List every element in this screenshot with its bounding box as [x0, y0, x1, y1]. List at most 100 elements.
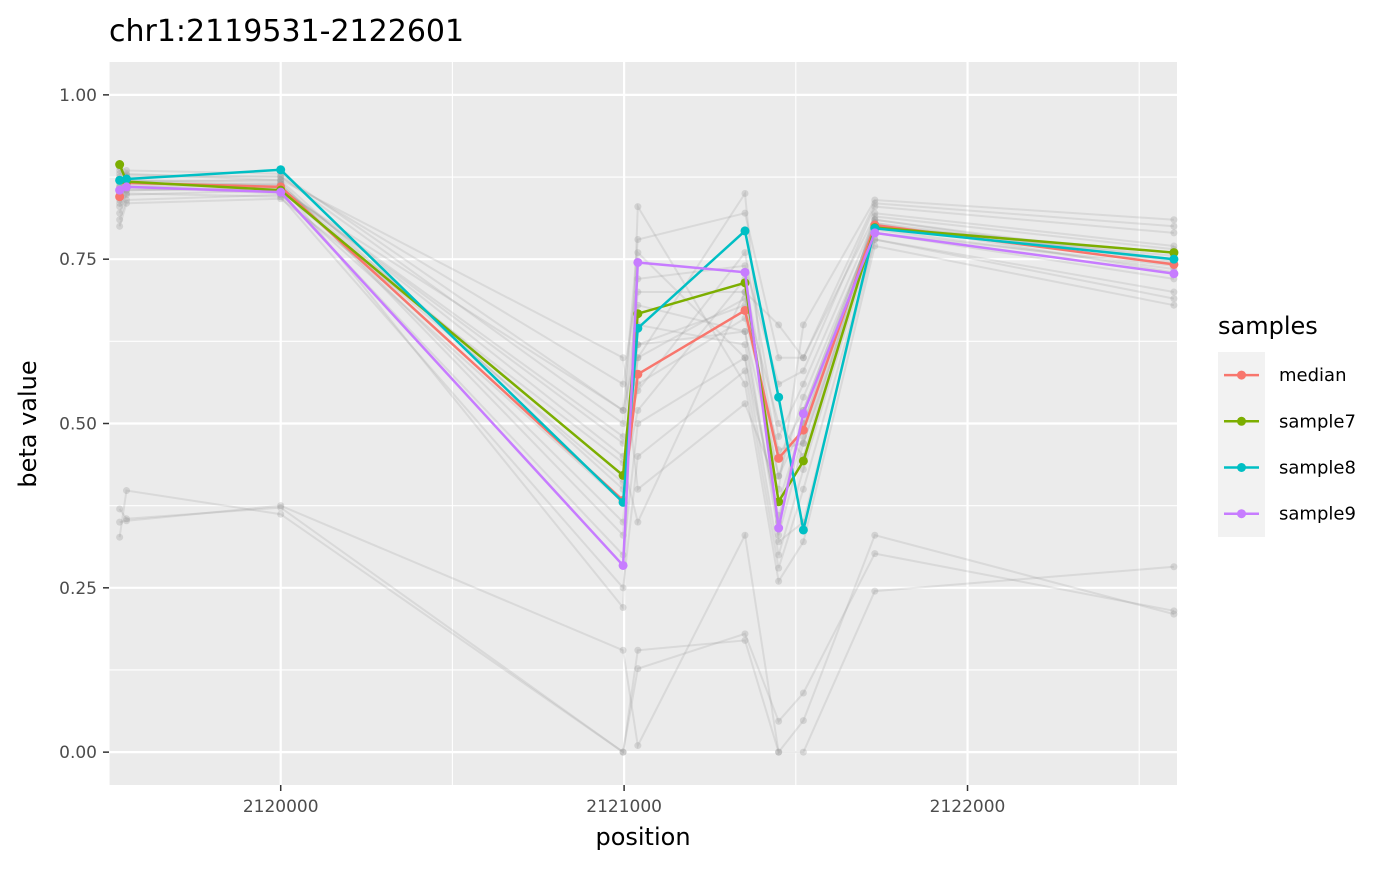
series-line-sample9: [119, 185, 1175, 569]
background-sample-point: [799, 439, 807, 447]
series-point-sample9: [798, 409, 808, 419]
background-sample-point: [799, 439, 807, 447]
series-point-sample9: [122, 182, 132, 192]
x-tick-label: 2121000: [586, 797, 662, 817]
background-sample-point: [116, 216, 124, 224]
series-line-sample7: [118, 164, 1175, 506]
background-sample-line: [118, 506, 1174, 754]
x-tick-label: 2120000: [243, 797, 319, 817]
background-sample-point: [619, 380, 627, 388]
background-sample-line: [118, 489, 1175, 754]
legend-key-background: [1218, 352, 1265, 537]
background-sample-point: [775, 577, 783, 585]
background-sample-point: [123, 189, 131, 197]
series-point-sample7: [798, 456, 808, 466]
background-sample-point: [123, 166, 131, 174]
background-sample-point: [775, 321, 783, 329]
series-point-sample9: [1169, 269, 1179, 279]
background-sample-point: [775, 748, 783, 756]
background-sample-point: [123, 487, 131, 495]
series-point-sample9: [633, 257, 643, 267]
background-sample-point: [123, 199, 131, 207]
background-sample-point: [619, 354, 627, 362]
background-sample-point: [116, 203, 124, 211]
background-sample-point: [619, 433, 627, 441]
background-sample-point: [741, 531, 749, 539]
y-tick-label: 1.00: [59, 86, 97, 106]
background-sample-line: [118, 197, 1175, 526]
background-sample-point: [619, 748, 627, 756]
background-sample-point: [871, 242, 879, 250]
major-gridlines: [109, 62, 1177, 785]
background-sample-point: [799, 380, 807, 388]
background-sample-point: [775, 420, 783, 427]
background-sample-line: [119, 176, 1174, 386]
background-sample-point: [741, 636, 749, 644]
legend-key-point: [1237, 509, 1246, 519]
background-sample-point: [741, 354, 749, 362]
background-sample-point: [775, 551, 783, 559]
background-sample-point: [277, 172, 285, 180]
background-sample-point: [634, 420, 642, 427]
series-point-sample9: [774, 523, 784, 533]
background-sample-point: [741, 354, 749, 362]
background-sample-point: [123, 191, 131, 199]
background-sample-point: [116, 505, 124, 513]
background-sample-point: [619, 584, 627, 592]
x-axis: 2120000 2121000 2122000: [243, 785, 1005, 817]
background-sample-point: [619, 420, 627, 427]
background-sample-point: [277, 502, 285, 510]
background-sample-point: [634, 646, 642, 654]
series-point-sample7: [115, 160, 125, 170]
series-point-sample7: [1169, 248, 1179, 258]
background-sample-point: [619, 646, 627, 654]
background-sample-point: [775, 717, 783, 725]
background-sample-line: [119, 176, 1175, 538]
legend-label: median: [1279, 365, 1346, 386]
y-tick-label: 0.50: [59, 415, 97, 435]
background-sample-point: [775, 531, 783, 539]
background-sample-point: [741, 380, 749, 388]
background-sample-point: [277, 504, 285, 512]
background-sample-point: [871, 587, 879, 595]
background-sample-point: [634, 249, 642, 257]
series-point-median: [633, 369, 643, 379]
background-sample-point: [741, 262, 749, 270]
background-sample-point: [1170, 216, 1178, 224]
background-sample-point: [871, 203, 879, 211]
background-sample-point: [741, 189, 749, 197]
background-sample-point: [634, 742, 642, 750]
background-sample-point: [775, 433, 783, 441]
background-sample-point: [634, 665, 642, 673]
series-point-sample9: [115, 185, 125, 195]
series-point-median: [774, 453, 784, 463]
background-sample-point: [116, 199, 124, 207]
background-sample-point: [619, 406, 627, 414]
background-sample-point: [799, 354, 807, 362]
series-line-sample8: [119, 168, 1175, 531]
background-sample-point: [116, 222, 124, 230]
background-sample-point: [1170, 301, 1178, 309]
background-sample-point: [123, 515, 131, 523]
background-sample-point: [116, 518, 124, 526]
background-sample-point: [277, 173, 285, 181]
series-point-median: [115, 192, 125, 202]
background-sample-point: [634, 485, 642, 493]
background-sample-point: [741, 630, 749, 638]
background-sample-line: [118, 179, 1175, 459]
background-sample-point: [871, 550, 879, 558]
background-sample-point: [799, 367, 807, 375]
background-sample-line: [119, 166, 1174, 413]
background-sample-point: [871, 209, 879, 217]
background-sample-point: [116, 533, 124, 541]
background-sample-point: [277, 195, 285, 203]
background-sample-point: [277, 176, 285, 184]
background-sample-point: [799, 538, 807, 546]
background-sample-line: [119, 172, 1175, 492]
background-sample-point: [871, 196, 879, 204]
background-sample-line: [118, 192, 1175, 591]
y-axis-label: beta value: [14, 360, 42, 487]
background-sample-point: [741, 341, 749, 349]
